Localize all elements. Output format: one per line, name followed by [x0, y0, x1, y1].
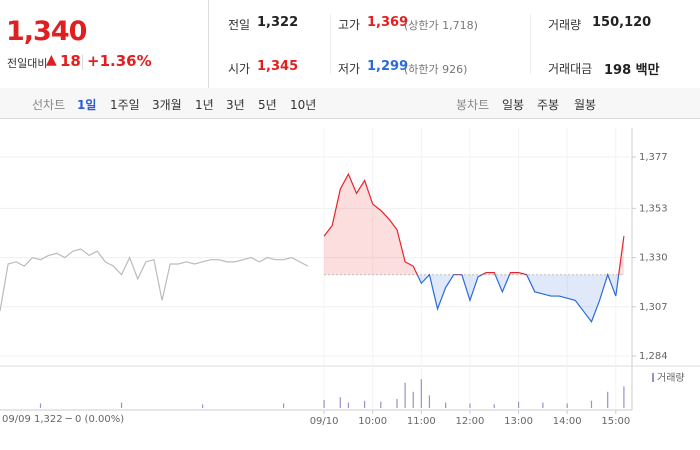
tab[interactable]: 1일: [77, 98, 97, 112]
stat-value: 1,369: [367, 15, 409, 30]
y-tick-label: 1,353: [639, 203, 668, 214]
volume-bar: [428, 395, 431, 408]
volume-bar: [364, 400, 366, 408]
legend-label: 거래량: [657, 372, 685, 384]
volume-bar: [347, 402, 350, 408]
tab[interactable]: 10년: [290, 98, 317, 112]
change-label: 전일대비: [7, 57, 48, 70]
crosshair-label: 09/09 1,322 ─ 0 (0.00%): [2, 414, 125, 425]
price: 1,340: [6, 16, 87, 47]
divider: [530, 14, 531, 74]
volume-bar: [282, 403, 285, 408]
stat-label: 거래량: [548, 18, 582, 32]
volume-bar: [323, 399, 325, 408]
y-tick-label: 1,284: [639, 351, 668, 362]
volume-bar: [120, 402, 123, 408]
x-tick-label: 14:00: [553, 416, 582, 427]
stat-value: 150,120: [592, 15, 652, 30]
tab[interactable]: 월봉: [574, 98, 597, 112]
x-tick-label: 12:00: [456, 416, 485, 427]
x-tick-label: 09/10: [310, 416, 339, 427]
stat-label: 거래대금: [548, 62, 593, 76]
x-tick-label: 13:00: [504, 416, 533, 427]
tab[interactable]: 3개월: [152, 98, 182, 112]
tab[interactable]: 1년: [195, 98, 214, 112]
stat-value: 1,299: [367, 59, 409, 74]
volume-bar: [412, 391, 414, 408]
tab[interactable]: 1주일: [110, 98, 140, 112]
y-tick-label: 1,377: [639, 152, 668, 163]
divider: [330, 14, 331, 74]
y-tick-label: 1,307: [639, 302, 668, 313]
tab-bar: [0, 88, 700, 119]
volume-bar: [542, 402, 544, 408]
tab[interactable]: 5년: [258, 98, 277, 112]
tab-group-label: 선차트: [32, 98, 66, 112]
price-area: [324, 174, 624, 322]
stat-label: 고가: [338, 18, 361, 32]
volume-bar: [623, 386, 625, 408]
volume-bar: [590, 400, 593, 408]
legend-swatch: [652, 373, 654, 382]
x-tick-label: 10:00: [358, 416, 387, 427]
volume-bar: [493, 404, 495, 408]
stat-extra: (하한가 926): [404, 63, 468, 76]
x-tick-label: 15:00: [601, 416, 630, 427]
volume-bar: [445, 402, 447, 408]
stat-value: 1,322: [257, 15, 299, 30]
stat-value: 1,345: [257, 59, 299, 74]
stat-extra: (상한가 1,718): [404, 19, 478, 32]
volume-bar: [396, 399, 398, 408]
price-line: [0, 248, 309, 312]
stat-label: 시가: [228, 62, 251, 76]
up-icon: ▲: [46, 52, 57, 68]
tab[interactable]: 일봉: [502, 98, 525, 112]
x-tick-label: 11:00: [407, 416, 436, 427]
tab-group-label: 봉차트: [456, 98, 490, 112]
y-tick-label: 1,330: [639, 253, 668, 264]
stat-label: 전일: [228, 18, 251, 32]
price-line: [323, 172, 625, 323]
tab[interactable]: 주봉: [537, 98, 560, 112]
volume-bar: [404, 382, 406, 408]
volume-bar: [517, 401, 520, 408]
volume-bar: [566, 403, 568, 408]
stat-value: 198 백만: [604, 63, 660, 78]
tab[interactable]: 3년: [226, 98, 245, 112]
volume-bar: [201, 404, 204, 408]
volume-bar: [339, 397, 341, 408]
change: 18: [60, 52, 81, 70]
volume-bar: [420, 379, 422, 408]
volume-bar: [607, 391, 609, 408]
divider: |: [80, 52, 86, 70]
volume-bar: [39, 403, 42, 408]
stat-label: 저가: [338, 62, 361, 76]
volume-bar: [380, 401, 382, 408]
volume-bar: [469, 403, 471, 408]
change-pct: +1.36%: [87, 52, 152, 70]
